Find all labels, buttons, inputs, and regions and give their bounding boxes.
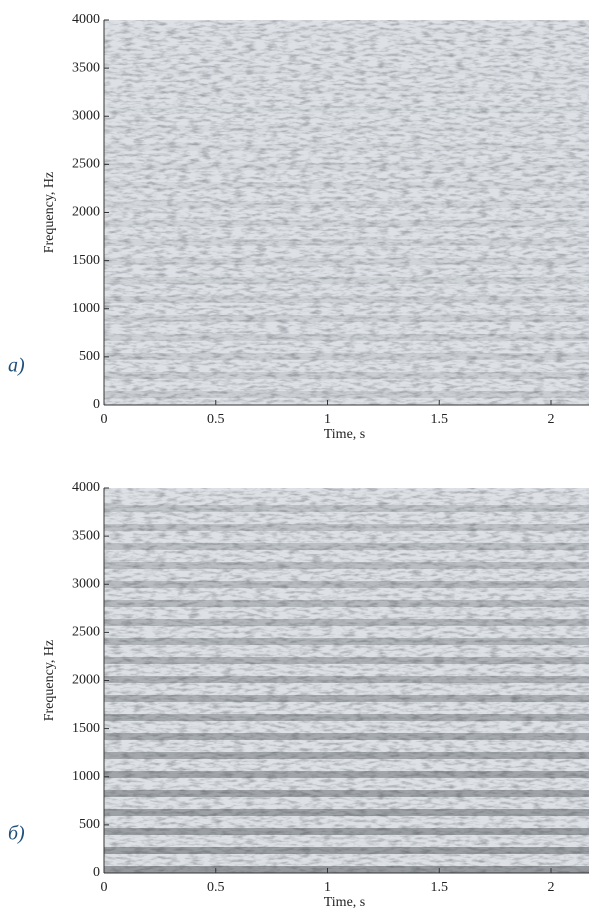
x-tick-label: 0: [101, 880, 108, 895]
y-tick-label: 3500: [72, 60, 100, 75]
y-tick-label: 4000: [72, 480, 100, 495]
x-tick-label: 2: [548, 880, 555, 895]
y-tick-label: 2500: [72, 157, 100, 172]
y-tick-label: 1500: [72, 253, 100, 268]
harmonics: [104, 25, 589, 410]
x-tick-label: 2: [548, 412, 555, 427]
y-tick-label: 2500: [72, 625, 100, 640]
harmonic-bands: [104, 25, 589, 410]
harmonic-bands: [104, 493, 589, 878]
x-tick-label: 0.5: [207, 412, 225, 427]
x-tick-label: 1: [324, 880, 331, 895]
y-tick-label: 500: [79, 817, 100, 832]
x-tick-label: 1.5: [431, 880, 449, 895]
y-tick-label: 0: [93, 865, 100, 880]
y-tick-label: 500: [79, 349, 100, 364]
x-tick-label: 1: [324, 412, 331, 427]
y-tick-label: 1500: [72, 721, 100, 736]
y-tick-label: 4000: [72, 12, 100, 27]
y-tick-label: 3000: [72, 108, 100, 123]
y-tick-label: 2000: [72, 673, 100, 688]
harmonics: [104, 493, 589, 878]
y-tick-label: 2000: [72, 205, 100, 220]
y-tick-label: 3000: [72, 576, 100, 591]
x-tick-label: 0: [101, 412, 108, 427]
y-tick-label: 1000: [72, 301, 100, 316]
y-tick-label: 1000: [72, 769, 100, 784]
panel-label: a): [8, 355, 25, 377]
y-tick-label: 0: [93, 397, 100, 412]
panel-label: б): [8, 823, 25, 845]
y-axis-label: Frequency, Hz: [42, 640, 57, 722]
x-axis-label: Time, s: [324, 427, 366, 442]
y-tick-label: 3500: [72, 528, 100, 543]
x-tick-label: 0.5: [207, 880, 225, 895]
x-axis-label: Time, s: [324, 895, 366, 910]
x-tick-label: 1.5: [431, 412, 449, 427]
y-axis-label: Frequency, Hz: [42, 172, 57, 254]
